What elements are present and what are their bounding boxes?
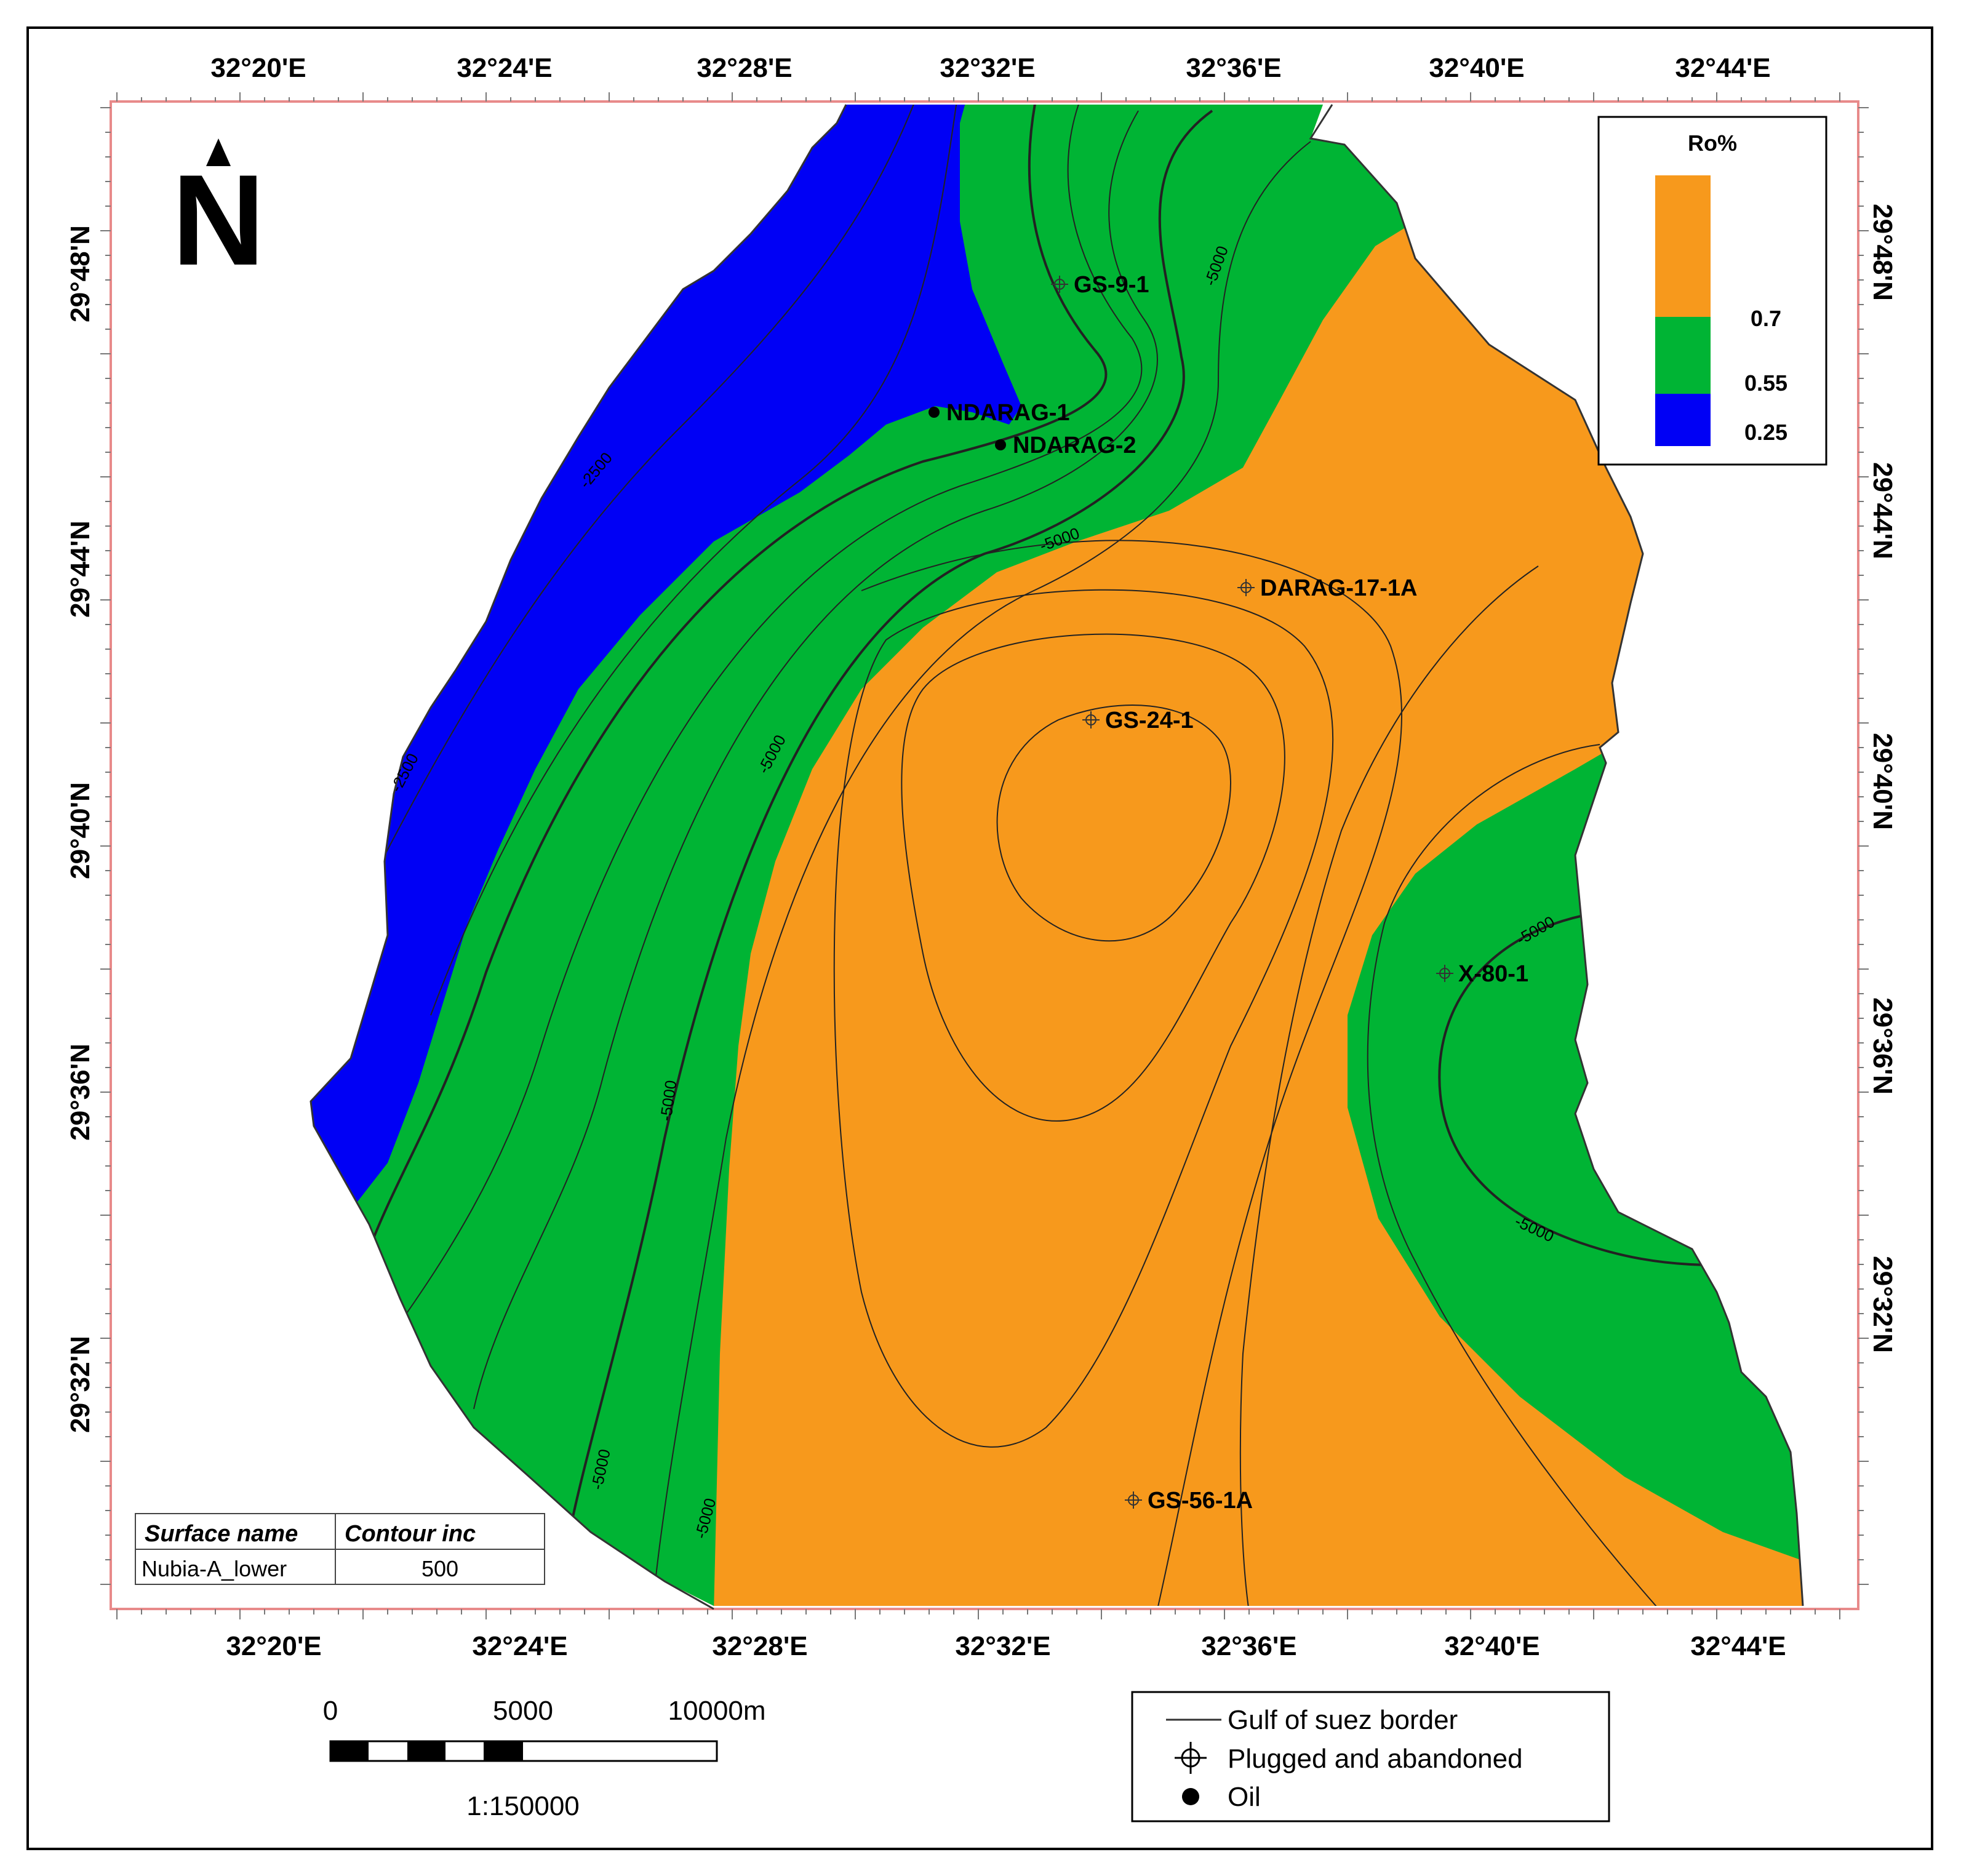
- map-legend-plugged-label: Plugged and abandoned: [1228, 1744, 1523, 1774]
- surface-table-value-name: Nubia-A_lower: [142, 1556, 287, 1581]
- surface-table: Surface name Contour inc Nubia-A_lower 5…: [135, 1513, 545, 1585]
- map-legend-box: [1131, 1691, 1610, 1822]
- map-legend: Gulf of suez border Plugged and abandone…: [1131, 1691, 1610, 1822]
- well-label: GS-24-1: [1105, 708, 1194, 733]
- map-frame: [110, 100, 1859, 1610]
- plugged-well-icon: [1051, 276, 1068, 293]
- ro-legend-swatch-mid: [1655, 317, 1711, 394]
- well-label: NDARAG-1: [946, 400, 1070, 426]
- gulf-border-line: [310, 104, 1804, 1610]
- bottom-longitude-label: 32°32'E: [955, 1631, 1050, 1661]
- map-legend-oil-label: Oil: [1228, 1782, 1261, 1812]
- contour-labels: -2500-2500-5000-5000-5000-5000-5000-5000…: [386, 244, 1558, 1541]
- ro-zone-low: [311, 105, 1021, 1261]
- well-gs-24-1[interactable]: GS-24-1: [1082, 708, 1194, 733]
- bottom-longitude-label: 32°36'E: [1201, 1631, 1296, 1661]
- scale-tick-5000: 5000: [493, 1696, 553, 1726]
- plugged-well-icon: [1436, 965, 1453, 982]
- ro-legend-break-2: 0.25: [1744, 420, 1787, 445]
- scale-tick-10000: 10000m: [668, 1696, 765, 1726]
- well-gs-9-1[interactable]: GS-9-1: [1051, 272, 1149, 298]
- plugged-well-icon: [1082, 711, 1100, 728]
- right-latitude-label: 29°32'N: [1867, 1256, 1898, 1353]
- well-label: NDARAG-2: [1013, 433, 1136, 458]
- ro-legend-swatch-high: [1655, 175, 1711, 317]
- ro-legend: Ro% 0.7 0.55 0.25: [1597, 116, 1827, 466]
- well-x-80-1[interactable]: X-80-1: [1436, 961, 1528, 987]
- contour-lines: [368, 105, 1773, 1606]
- top-longitude-label: 32°24'E: [457, 53, 552, 83]
- north-arrow-icon: [206, 138, 231, 166]
- well-label: GS-56-1A: [1148, 1488, 1253, 1514]
- north-arrow: N: [172, 138, 265, 292]
- well-label: GS-9-1: [1074, 272, 1149, 298]
- right-latitude-label: 29°36'N: [1867, 997, 1898, 1095]
- figure-border: [26, 26, 1933, 1850]
- scale-ratio: 1:150000: [466, 1791, 580, 1821]
- scale-bar: 0 5000 10000m 1:150000: [323, 1696, 766, 1821]
- left-latitude-label: 29°44'N: [65, 521, 95, 618]
- top-longitude-label: 32°28'E: [697, 53, 792, 83]
- plugged-well-icon: [1175, 1742, 1207, 1774]
- top-longitude-label: 32°32'E: [940, 53, 1035, 83]
- right-latitude-label: 29°44'N: [1867, 462, 1898, 559]
- well-label: X-80-1: [1458, 961, 1528, 987]
- well-darag-17-1a[interactable]: DARAG-17-1A: [1237, 575, 1417, 601]
- ro-legend-title: Ro%: [1688, 130, 1737, 156]
- top-longitude-label: 32°40'E: [1429, 53, 1524, 83]
- ro-legend-swatch-low: [1655, 394, 1711, 446]
- left-latitude-label: 29°32'N: [65, 1336, 95, 1433]
- surface-table-value-inc: 500: [421, 1556, 458, 1581]
- left-latitude-label: 29°40'N: [65, 782, 95, 879]
- top-longitude-label: 32°44'E: [1675, 53, 1770, 83]
- ro-legend-break-1: 0.55: [1744, 370, 1787, 396]
- right-latitude-label: 29°48'N: [1867, 204, 1898, 301]
- left-latitude-label: 29°36'N: [65, 1044, 95, 1141]
- surface-table-header-name: Surface name: [145, 1521, 298, 1547]
- bottom-longitude-label: 32°20'E: [226, 1631, 321, 1661]
- left-latitude-label: 29°48'N: [65, 225, 95, 322]
- bottom-longitude-label: 32°28'E: [712, 1631, 807, 1661]
- well-gs-56-1a[interactable]: GS-56-1A: [1125, 1488, 1253, 1514]
- map-legend-border-label: Gulf of suez border: [1228, 1705, 1458, 1735]
- wells: GS-9-1 NDARAG-1 NDARAG-2 DARAG-17-1A GS-24-1…: [929, 272, 1528, 1514]
- plugged-well-icon: [1237, 579, 1255, 596]
- oil-well-icon: [1182, 1788, 1199, 1805]
- frame-ticks: [100, 92, 1869, 1619]
- well-label: DARAG-17-1A: [1260, 575, 1417, 601]
- bottom-longitude-label: 32°40'E: [1444, 1631, 1540, 1661]
- ro-legend-break-0: 0.7: [1751, 306, 1781, 331]
- oil-well-icon: [995, 439, 1006, 450]
- top-longitude-label: 32°20'E: [210, 53, 306, 83]
- right-latitude-label: 29°40'N: [1867, 733, 1898, 830]
- scale-tick-0: 0: [323, 1696, 338, 1726]
- ro-legend-box: [1597, 116, 1827, 466]
- bottom-longitude-label: 32°44'E: [1690, 1631, 1786, 1661]
- coordinate-axes: 32°20'E 32°24'E 32°28'E 32°32'E 32°36'E 32°40…: [65, 53, 1898, 1661]
- north-arrow-label: N: [172, 148, 265, 292]
- surface-table-header-inc: Contour inc: [345, 1521, 476, 1547]
- oil-well-icon: [929, 407, 940, 418]
- plugged-well-icon: [1125, 1491, 1142, 1509]
- bottom-longitude-label: 32°24'E: [472, 1631, 567, 1661]
- top-longitude-label: 32°36'E: [1186, 53, 1281, 83]
- well-ndarag-2[interactable]: NDARAG-2: [995, 433, 1136, 458]
- well-ndarag-1[interactable]: NDARAG-1: [929, 400, 1070, 426]
